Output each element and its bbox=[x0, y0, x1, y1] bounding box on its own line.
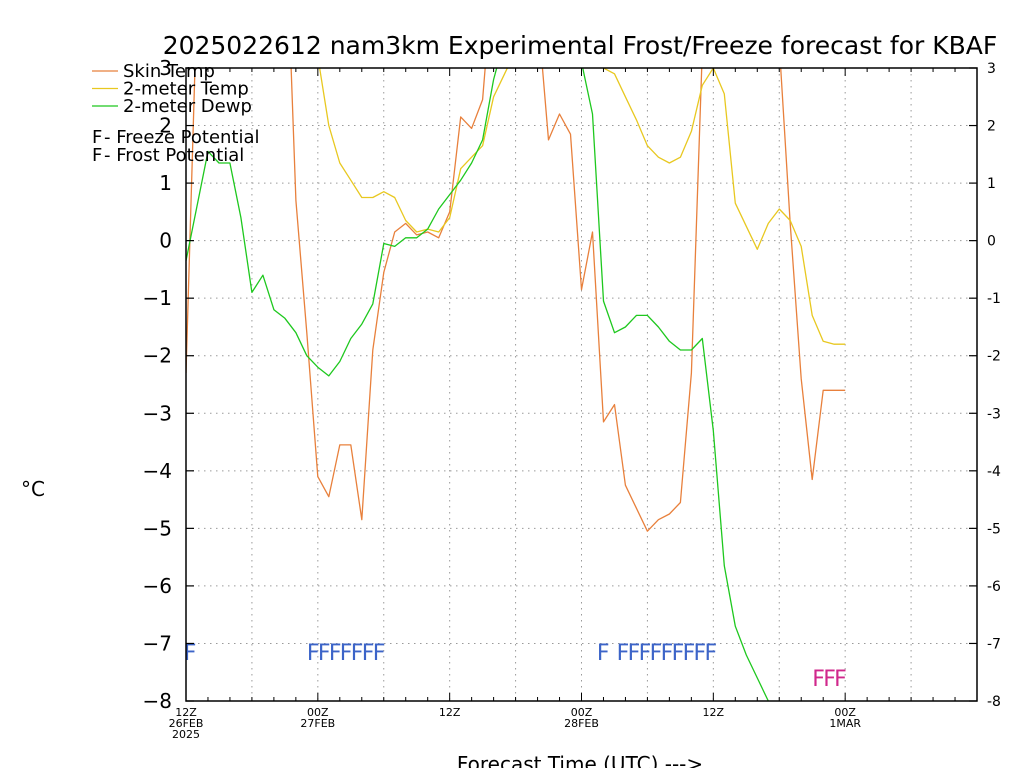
series-lines bbox=[186, 68, 846, 701]
y-tick-label-right: -8 bbox=[987, 694, 1001, 710]
x-tick-label: 2025 bbox=[172, 728, 200, 741]
legend-label: 2-meter Temp bbox=[123, 79, 249, 100]
y-tick-label-right: 0 bbox=[987, 234, 996, 250]
legend-label: 2-meter Dewp bbox=[123, 96, 252, 117]
y-tick-label-right: -2 bbox=[987, 349, 1001, 365]
frost-potential-marker: F bbox=[617, 641, 630, 666]
x-tick-label: 00Z bbox=[834, 706, 856, 719]
y-tick-label: 0 bbox=[159, 229, 172, 253]
y-tick-label: −1 bbox=[143, 286, 172, 310]
frost-potential-marker: F bbox=[318, 641, 331, 666]
y-tick-label: 3 bbox=[159, 56, 172, 80]
plot-frame bbox=[185, 67, 978, 702]
frost-potential-marker: F bbox=[597, 641, 610, 666]
y-tick-label: −7 bbox=[143, 631, 172, 655]
frost-potential-marker: F bbox=[694, 641, 707, 666]
potential-legend-letter: F bbox=[92, 127, 102, 148]
freeze-potential-marker: F bbox=[834, 667, 847, 692]
axis-ticks: 3 3 2 2 1 1 0 0 −1 -1 −2 -2 −3 -3 −4 -4 −5 -5 −6 -6 −7 -7 −8 -8… bbox=[143, 56, 1002, 741]
y-tick-label: 2 bbox=[159, 114, 172, 138]
frost-potential-marker: F bbox=[672, 641, 685, 666]
grid-lines bbox=[186, 68, 977, 701]
potential-legend-label: - Freeze Potential bbox=[104, 127, 260, 148]
x-tick-label: 12Z bbox=[439, 706, 461, 719]
y-tick-label-right: -4 bbox=[987, 464, 1001, 480]
y-tick-label-right: -6 bbox=[987, 579, 1001, 595]
frost-potential-marker: F bbox=[351, 641, 364, 666]
frost-potential-marker: F bbox=[683, 641, 696, 666]
x-tick-label: 1MAR bbox=[829, 717, 861, 730]
x-tick-label: 12Z bbox=[175, 706, 197, 719]
frost-potential-marker: F bbox=[329, 641, 342, 666]
y-tick-label: −2 bbox=[143, 344, 172, 368]
frost-potential-marker: F bbox=[307, 641, 320, 666]
freeze-potential-marker: F bbox=[812, 667, 825, 692]
frost-potential-marker: F bbox=[661, 641, 674, 666]
frost-potential-marker: F bbox=[628, 641, 641, 666]
frost-potential-marker: F bbox=[362, 641, 375, 666]
frost-potential-marker: F bbox=[705, 641, 718, 666]
2-meter-dewp-line bbox=[186, 68, 770, 701]
freeze-potential-marker: F bbox=[823, 667, 836, 692]
x-tick-label: 26FEB bbox=[169, 717, 204, 730]
y-tick-label-right: -1 bbox=[987, 291, 1001, 307]
2-meter-temp-line bbox=[318, 68, 846, 345]
y-tick-label-right: 1 bbox=[987, 176, 996, 192]
y-tick-label-right: -7 bbox=[987, 636, 1001, 652]
y-tick-label: −6 bbox=[143, 574, 172, 598]
potential-legend-letter: F bbox=[92, 145, 102, 166]
y-tick-label-right: -5 bbox=[987, 521, 1001, 537]
y-tick-label: −4 bbox=[143, 459, 172, 483]
y-tick-label: 1 bbox=[159, 171, 172, 195]
y-tick-label: −5 bbox=[143, 516, 172, 540]
x-tick-label: 12Z bbox=[703, 706, 725, 719]
y-tick-label-right: 3 bbox=[987, 61, 996, 77]
y-tick-label-right: 2 bbox=[987, 119, 996, 135]
x-tick-label: 27FEB bbox=[300, 717, 335, 730]
y-axis-unit-label: °C bbox=[21, 477, 45, 501]
y-tick-label-right: -3 bbox=[987, 406, 1001, 422]
x-tick-label: 00Z bbox=[307, 706, 329, 719]
skin-temp-line bbox=[186, 68, 846, 532]
legend-label: Skin Temp bbox=[123, 61, 215, 82]
frost-potential-marker: F bbox=[650, 641, 663, 666]
potential-legend-label: - Frost Potential bbox=[104, 145, 244, 166]
x-tick-label: 28FEB bbox=[564, 717, 599, 730]
x-tick-label: 00Z bbox=[571, 706, 593, 719]
chart-title: 2025022612 nam3km Experimental Frost/Fre… bbox=[163, 31, 998, 60]
x-axis-label: Forecast Time (UTC) ---> bbox=[457, 752, 703, 768]
frost-potential-marker: F bbox=[639, 641, 652, 666]
frost-potential-marker: F bbox=[184, 641, 197, 666]
frost-potential-marker: F bbox=[373, 641, 386, 666]
y-tick-label: −8 bbox=[143, 689, 172, 713]
y-tick-label: −3 bbox=[143, 401, 172, 425]
frost-potential-marker: F bbox=[340, 641, 353, 666]
